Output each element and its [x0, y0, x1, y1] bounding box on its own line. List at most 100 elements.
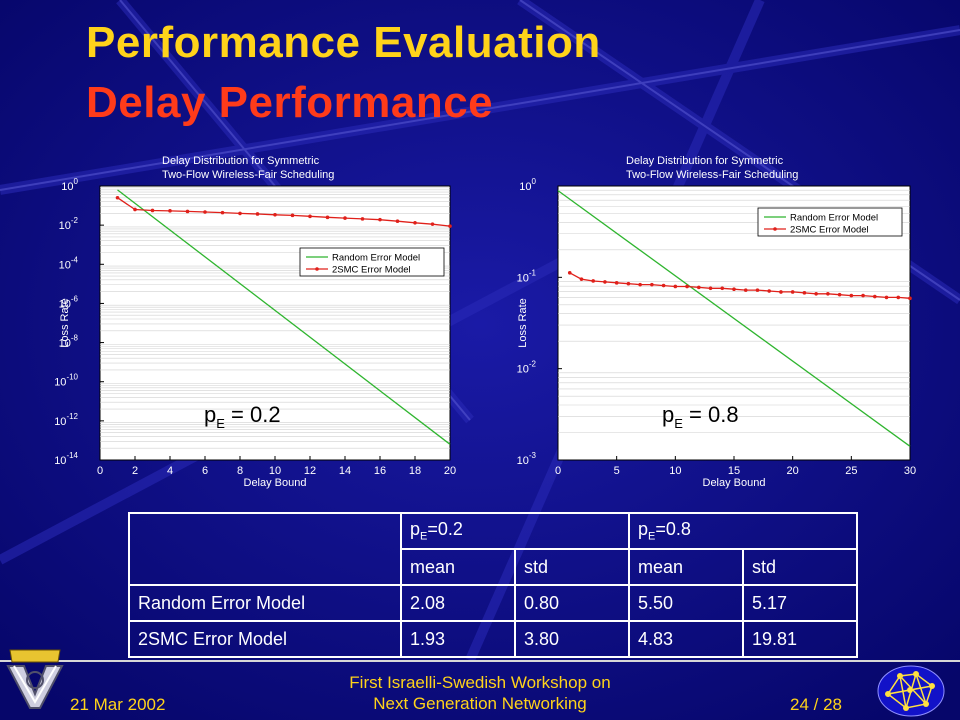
technion-logo-icon — [6, 649, 64, 709]
data-point — [743, 288, 748, 292]
x-axis-label: Delay Bound — [703, 477, 766, 489]
data-point — [802, 291, 807, 295]
x-tick-label: 4 — [167, 465, 173, 477]
table-cell: 0.80 — [514, 584, 630, 622]
chart-title-line1: Delay Distribution for Symmetric — [162, 155, 320, 167]
data-point — [708, 286, 713, 291]
table-cell: 5.50 — [628, 584, 744, 622]
y-tick-label: 10-14 — [54, 451, 78, 467]
x-tick-label: 14 — [339, 465, 351, 477]
x-tick-label: 5 — [614, 465, 620, 477]
data-point — [378, 217, 382, 222]
y-tick-label: 10-4 — [59, 255, 79, 271]
x-axis-label: Delay Bound — [244, 477, 307, 489]
y-tick-label: 10-6 — [59, 294, 79, 310]
series-line-2smc — [569, 272, 911, 299]
pe-annotation: pE = 0.8 — [662, 402, 739, 431]
subheader-std: std — [514, 548, 630, 586]
x-tick-label: 8 — [237, 465, 243, 477]
data-point — [873, 294, 877, 299]
subheader-std: std — [742, 548, 858, 586]
table-cell: 2.08 — [400, 584, 516, 622]
data-point — [626, 281, 631, 286]
legend-marker — [315, 267, 319, 271]
table-cell: 3.80 — [514, 620, 630, 658]
legend-label: Random Error Model — [332, 253, 420, 264]
footer-event-line1: First Israelli-Swedish Workshop on — [349, 673, 611, 692]
x-tick-label: 6 — [202, 465, 208, 477]
footer-divider — [0, 660, 960, 662]
table-corner-cell — [128, 512, 402, 586]
network-globe-icon — [877, 665, 945, 717]
row-label: 2SMC Error Model — [128, 620, 402, 658]
x-tick-label: 12 — [304, 465, 316, 477]
footer-date: 21 Mar 2002 — [70, 695, 166, 714]
y-tick-label: 10-1 — [517, 268, 537, 284]
data-point — [325, 215, 330, 220]
data-point — [861, 293, 865, 298]
data-point — [755, 288, 760, 292]
table-header-row: pE=0.2 pE=0.8 — [128, 512, 858, 586]
data-point — [360, 217, 365, 221]
data-point — [448, 224, 452, 228]
data-point — [908, 296, 912, 301]
data-point — [430, 222, 435, 226]
x-tick-label: 0 — [555, 465, 561, 477]
data-point — [150, 208, 155, 213]
row-label: Random Error Model — [128, 584, 402, 622]
y-axis-label: Loss Rate — [517, 298, 529, 348]
header-pe-02: pE=0.2 — [400, 512, 630, 550]
table-cell: 19.81 — [742, 620, 858, 658]
legend-label: 2SMC Error Model — [332, 265, 411, 276]
y-tick-label: 100 — [61, 177, 78, 193]
data-point — [203, 210, 207, 214]
x-tick-label: 25 — [845, 465, 857, 477]
data-point — [579, 277, 584, 281]
data-point — [614, 281, 619, 285]
slide-title: Performance Evaluation — [86, 18, 601, 67]
data-point — [255, 212, 260, 216]
x-tick-label: 30 — [904, 465, 916, 477]
table-cell: 1.93 — [400, 620, 516, 658]
legend-label: 2SMC Error Model — [790, 225, 869, 236]
data-point — [308, 214, 312, 219]
data-point — [273, 212, 277, 217]
footer-page-number: 24 / 28 — [790, 695, 842, 714]
data-point — [603, 280, 607, 284]
y-tick-label: 10-3 — [517, 451, 537, 467]
data-point — [650, 282, 654, 287]
data-point — [290, 213, 295, 218]
x-tick-label: 0 — [97, 465, 103, 477]
subheader-mean: mean — [400, 548, 516, 586]
table-row: Random Error Model 2.08 0.80 5.50 5.17 — [128, 584, 858, 622]
x-tick-label: 20 — [444, 465, 456, 477]
data-point — [591, 279, 595, 283]
results-table: pE=0.2 pE=0.8 mean std mean std Random E… — [128, 512, 858, 658]
y-tick-label: 10-12 — [54, 412, 78, 428]
data-point — [168, 209, 172, 213]
x-tick-label: 20 — [787, 465, 799, 477]
footer-event-line2: Next Generation Networking — [373, 694, 587, 713]
x-tick-label: 18 — [409, 465, 421, 477]
data-point — [697, 285, 701, 290]
data-point — [185, 209, 190, 214]
y-tick-label: 10-2 — [517, 360, 537, 376]
table-row: 2SMC Error Model 1.93 3.80 4.83 19.81 — [128, 620, 858, 658]
data-point — [720, 286, 725, 291]
data-point — [826, 291, 830, 296]
table-cell: 5.17 — [742, 584, 858, 622]
data-point — [767, 289, 771, 293]
data-point — [238, 211, 242, 216]
table-cell: 4.83 — [628, 620, 744, 658]
legend-box — [299, 247, 445, 277]
data-point — [849, 293, 854, 298]
data-point — [685, 284, 689, 289]
data-point — [567, 270, 572, 275]
subheader-mean: mean — [628, 548, 744, 586]
x-tick-label: 2 — [132, 465, 138, 477]
x-tick-label: 15 — [728, 465, 740, 477]
data-point — [413, 220, 417, 225]
data-point — [638, 282, 642, 287]
y-axis-label: Loss Rate — [59, 298, 71, 348]
